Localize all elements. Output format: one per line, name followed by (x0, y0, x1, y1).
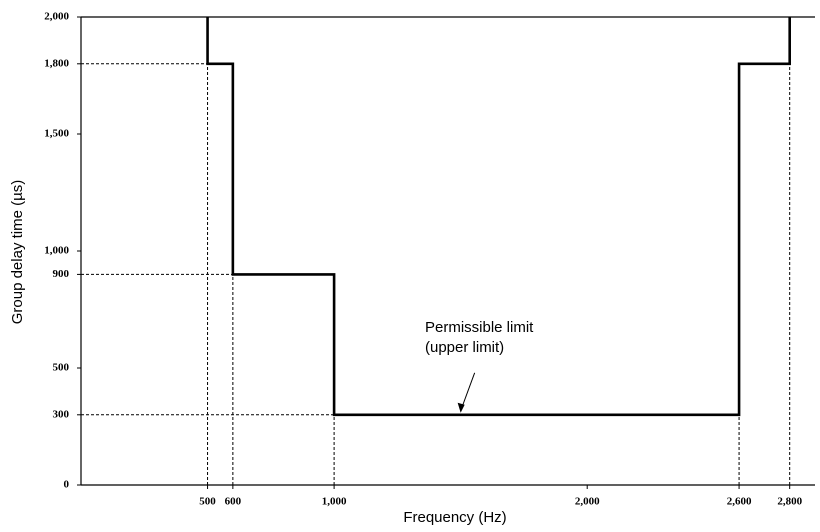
annotation-text: Permissible limit (425, 319, 534, 336)
y-tick-label: 1,800 (44, 57, 69, 69)
x-tick-label: 2,800 (777, 496, 802, 508)
y-tick-label: 1,500 (44, 128, 69, 140)
y-tick-label: 0 (64, 479, 70, 491)
y-tick-label: 2,000 (44, 11, 69, 23)
y-tick-label: 900 (53, 268, 70, 280)
x-axis-label: Frequency (Hz) (403, 509, 506, 526)
x-tick-label: 600 (225, 496, 242, 508)
y-tick-label: 500 (53, 362, 70, 374)
x-tick-label: 2,000 (575, 496, 600, 508)
x-tick-label: 2,600 (727, 496, 752, 508)
arrow-head (457, 402, 465, 413)
limit-line (206, 17, 791, 417)
y-tick-label: 300 (53, 408, 70, 420)
x-tick-label: 500 (199, 496, 216, 508)
y-tick-label: 1,000 (44, 245, 69, 257)
x-tick-label: 1,000 (322, 496, 347, 508)
y-axis-label: Group delay time (µs) (9, 180, 26, 325)
annotation-text: (upper limit) (425, 339, 504, 356)
